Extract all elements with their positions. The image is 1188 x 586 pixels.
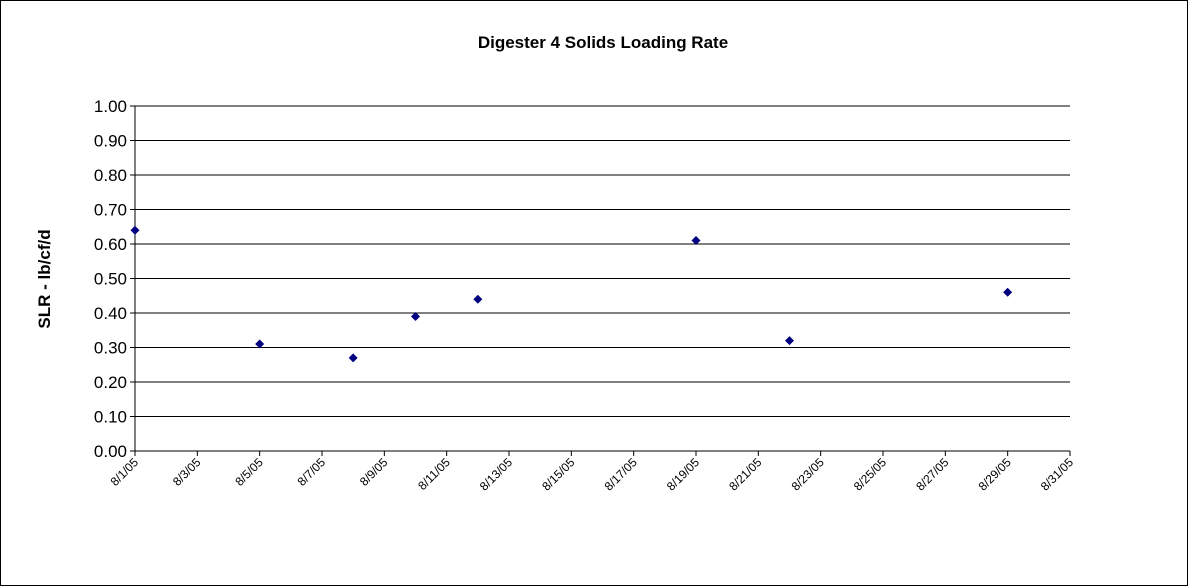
- chart-title: Digester 4 Solids Loading Rate: [478, 33, 728, 52]
- y-tick-label: 0.30: [94, 339, 127, 358]
- y-tick-label: 1.00: [94, 97, 127, 116]
- y-axis-label: SLR - lb/cf/d: [35, 229, 54, 328]
- point: [411, 311, 420, 321]
- y-tick-label: 0.70: [94, 201, 127, 220]
- y-tick-label: 0.60: [94, 235, 127, 254]
- point: [691, 236, 701, 246]
- point: [785, 336, 794, 346]
- y-tick-label: 0.90: [94, 132, 127, 151]
- y-tick-label: 0.50: [94, 270, 127, 289]
- y-tick-label: 0.00: [94, 442, 127, 461]
- point: [255, 339, 265, 349]
- y-tick-label: 0.80: [94, 166, 127, 185]
- y-tick-label: 0.10: [94, 408, 127, 427]
- y-tick-label: 0.40: [94, 304, 127, 323]
- point: [1003, 287, 1013, 297]
- point: [473, 294, 483, 304]
- point: [130, 225, 140, 235]
- point: [348, 353, 358, 363]
- y-tick-label: 0.20: [94, 373, 127, 392]
